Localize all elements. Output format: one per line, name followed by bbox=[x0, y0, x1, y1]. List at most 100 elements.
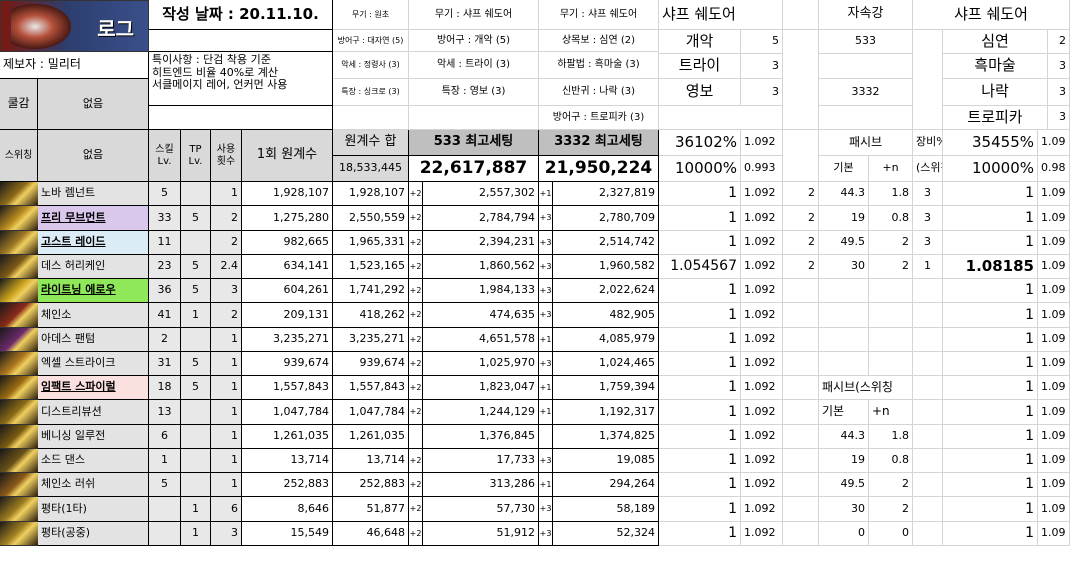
skill-icon bbox=[0, 522, 38, 546]
cell-uses: 1 bbox=[211, 473, 242, 497]
cell-v2: 2,327,819 bbox=[553, 182, 659, 206]
header-best1: 533 최고세팅 bbox=[409, 130, 539, 156]
cell-p2: +3 bbox=[539, 497, 553, 522]
cell-tp: 5 bbox=[181, 206, 211, 231]
header-uses: 사용 횟수 bbox=[211, 130, 242, 182]
cell-mv: 1.092 bbox=[741, 449, 783, 473]
skill-icon bbox=[0, 279, 38, 303]
cell-uses: 1 bbox=[211, 425, 242, 449]
cell-e: 1 bbox=[943, 231, 1038, 255]
character-portrait-icon bbox=[11, 4, 71, 49]
cell-p2: +1 bbox=[539, 473, 553, 497]
cell-skill: 36 bbox=[149, 279, 181, 303]
cell-sum: 3,235,271 bbox=[333, 328, 409, 352]
cell-v1: 474,635 bbox=[423, 303, 539, 328]
cell-p2: +3 bbox=[539, 352, 553, 376]
cell-b: 44.3 bbox=[819, 182, 869, 206]
skill-name: 체인소 러쉬 bbox=[38, 473, 149, 497]
cell-once: 1,047,784 bbox=[242, 400, 333, 425]
skill-name: 디스트리뷰션 bbox=[38, 400, 149, 425]
cell-p2: +3 bbox=[539, 303, 553, 328]
skill-name: 라이트닝 에로우 bbox=[38, 279, 149, 303]
cell-p1: +2 bbox=[409, 352, 423, 376]
set2-count-0: 2 bbox=[1048, 30, 1070, 54]
cell-c: 1.8 bbox=[869, 425, 913, 449]
cell-mv: 1.092 bbox=[741, 206, 783, 231]
cell-uses: 1 bbox=[211, 400, 242, 425]
skill-name: 체인소 bbox=[38, 303, 149, 328]
cell-v2: 19,085 bbox=[553, 449, 659, 473]
cell-p2: +3 bbox=[539, 206, 553, 231]
set2-name-3: 트로피카 bbox=[943, 106, 1048, 130]
cell-mv: 1.092 bbox=[741, 522, 783, 546]
note-1: 히트엔드 비율 40%로 계산 bbox=[152, 65, 279, 79]
cell-p2: +3 bbox=[539, 255, 553, 279]
set2-count-3: 3 bbox=[1048, 106, 1070, 130]
passive-header: 패시브 bbox=[819, 130, 913, 156]
note-2: 서클메이지 레어, 언커먼 사용 bbox=[152, 78, 288, 92]
set1-count-0: 5 bbox=[741, 30, 783, 54]
cell-e: 1.08185 bbox=[943, 255, 1038, 279]
cell-mv: 1.092 bbox=[741, 279, 783, 303]
cell-sum: 252,883 bbox=[333, 473, 409, 497]
cell-c bbox=[869, 303, 913, 328]
cell-once: 1,261,035 bbox=[242, 425, 333, 449]
cell-v2: 482,905 bbox=[553, 303, 659, 328]
cell-d: 3 bbox=[913, 231, 943, 255]
cell-mv: 1.092 bbox=[741, 352, 783, 376]
cell-sum: 2,550,559 bbox=[333, 206, 409, 231]
cell-a bbox=[783, 352, 819, 376]
cell-once: 15,549 bbox=[242, 522, 333, 546]
cell-d bbox=[913, 279, 943, 303]
cell-tp: 5 bbox=[181, 255, 211, 279]
header-skill-lv: 스킬 Lv. bbox=[149, 130, 181, 182]
cell-d: 3 bbox=[913, 206, 943, 231]
gear-base-0: 무기 : 원초 bbox=[333, 0, 409, 30]
cell-e: 1 bbox=[943, 449, 1038, 473]
skill-name: 아데스 팬텀 bbox=[38, 328, 149, 352]
cell-v2: 1,960,582 bbox=[553, 255, 659, 279]
cell-m: 1 bbox=[659, 352, 741, 376]
cell-c: 0.8 bbox=[869, 449, 913, 473]
cell-mv: 1.092 bbox=[741, 400, 783, 425]
gear-base-2: 악세 : 정령사 (3) bbox=[333, 52, 409, 79]
set1-count-2: 3 bbox=[741, 79, 783, 106]
cell-e: 1 bbox=[943, 352, 1038, 376]
cell-skill: 31 bbox=[149, 352, 181, 376]
cell-c: 2 bbox=[869, 231, 913, 255]
pct1: 36102% bbox=[659, 130, 741, 156]
cell-c: 2 bbox=[869, 473, 913, 497]
skill-icon bbox=[0, 473, 38, 497]
cell-once: 3,235,271 bbox=[242, 328, 333, 352]
cell-a: 2 bbox=[783, 182, 819, 206]
cell-a bbox=[783, 279, 819, 303]
cell-once: 1,275,280 bbox=[242, 206, 333, 231]
cell-m: 1 bbox=[659, 497, 741, 522]
pct1-value: 1.092 bbox=[741, 130, 783, 156]
cell-f: 1.09 bbox=[1038, 497, 1070, 522]
gear-set2-4: 방어구 : 트로피카 (3) bbox=[539, 106, 659, 130]
set2-name-0: 심연 bbox=[943, 30, 1048, 54]
cell-sum: 418,262 bbox=[333, 303, 409, 328]
cell-sum: 13,714 bbox=[333, 449, 409, 473]
cell-e: 1 bbox=[943, 206, 1038, 231]
skill-icon bbox=[0, 303, 38, 328]
cell-m: 1 bbox=[659, 473, 741, 497]
cell-d bbox=[913, 425, 943, 449]
cell-m: 1 bbox=[659, 182, 741, 206]
cell-m: 1 bbox=[659, 206, 741, 231]
cell-m: 1 bbox=[659, 303, 741, 328]
cell-uses: 1 bbox=[211, 449, 242, 473]
cell-c bbox=[869, 352, 913, 376]
set2-count-1: 3 bbox=[1048, 54, 1070, 79]
cell-tp: 5 bbox=[181, 352, 211, 376]
cell-uses: 3 bbox=[211, 279, 242, 303]
cell-a bbox=[783, 449, 819, 473]
cell-tp bbox=[181, 449, 211, 473]
cell-a bbox=[783, 400, 819, 425]
cell-a bbox=[783, 497, 819, 522]
skill-icon bbox=[0, 376, 38, 400]
blank-cell bbox=[409, 106, 539, 130]
cell-p1: +2 bbox=[409, 473, 423, 497]
skill-icon bbox=[0, 449, 38, 473]
